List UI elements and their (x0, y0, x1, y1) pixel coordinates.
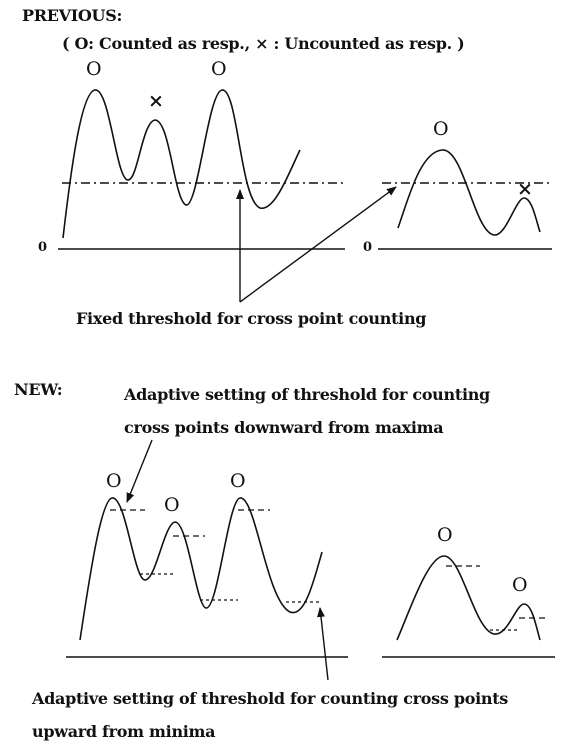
counted-marker: O (230, 470, 246, 492)
counted-marker: O (86, 58, 102, 80)
counted-marker: O (211, 58, 227, 80)
fixed-threshold-caption: Fixed threshold for cross point counting (76, 309, 427, 328)
arrow-to-minima-threshold (317, 607, 329, 681)
uncounted-marker: × (148, 90, 164, 112)
previous-heading: PREVIOUS: (22, 6, 123, 25)
waveform-new-left (79, 497, 323, 641)
previous-legend: ( O: Counted as resp., × : Uncounted as … (62, 34, 465, 53)
waveform-previous-left (62, 89, 301, 239)
counted-marker: O (437, 524, 453, 546)
label-maxima-line2: cross points downward from maxima (124, 418, 444, 437)
new-heading: NEW: (14, 380, 63, 399)
counted-marker: O (512, 574, 528, 596)
zero-label-left: 0 (38, 240, 47, 255)
counted-marker: O (433, 118, 449, 140)
arrow-to-maxima-threshold (126, 439, 153, 503)
label-maxima-line1: Adaptive setting of threshold for counti… (124, 385, 490, 404)
label-minima-line2: upward from minima (32, 722, 216, 741)
zero-label-right: 0 (363, 240, 372, 255)
waveform-previous-right (397, 149, 541, 236)
counted-marker: O (164, 494, 180, 516)
waveform-new-right (396, 555, 541, 641)
counted-marker: O (106, 470, 122, 492)
arrow-to-right-threshold (239, 186, 397, 303)
label-minima-line1: Adaptive setting of threshold for counti… (32, 689, 509, 708)
